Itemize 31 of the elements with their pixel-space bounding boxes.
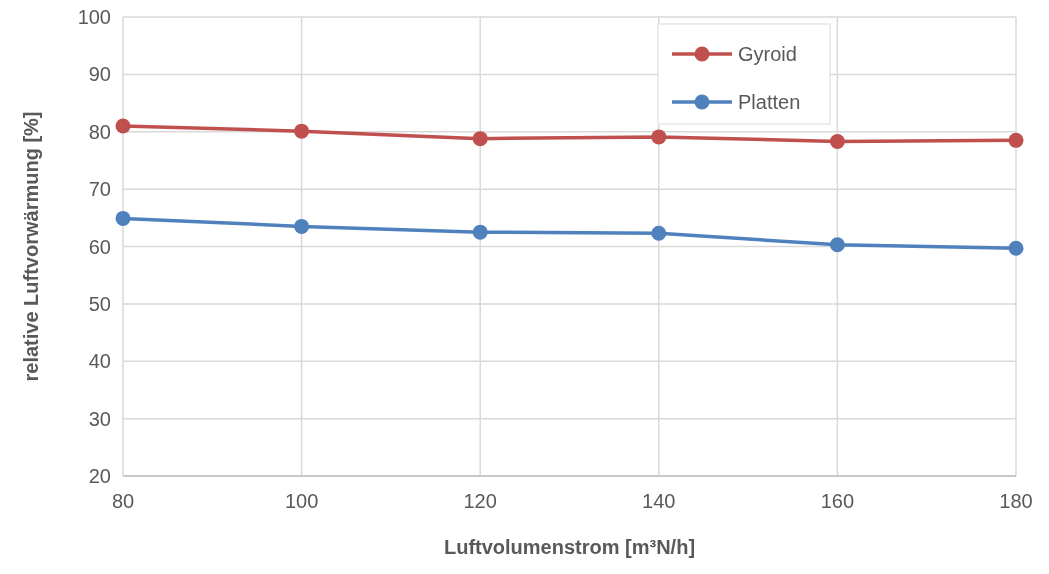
x-tick-label: 140	[642, 490, 676, 512]
point	[829, 237, 845, 253]
y-tick-label: 20	[88, 465, 111, 487]
point	[294, 123, 310, 139]
y-tick-label: 90	[88, 63, 111, 86]
point	[1008, 240, 1024, 256]
point	[1008, 132, 1024, 148]
point	[115, 210, 131, 226]
y-tick-label: 60	[88, 235, 111, 258]
x-tick-label: 160	[820, 490, 855, 512]
point	[651, 129, 667, 145]
y-tick-label: 80	[88, 120, 111, 143]
y-tick-label: 40	[88, 350, 111, 373]
legend-label: Platten	[738, 91, 801, 113]
x-tick-label: 100	[284, 490, 319, 512]
y-tick-label: 100	[77, 6, 111, 28]
y-axis-title: relative Luftvorwärmung [%]	[20, 111, 42, 382]
legend-label: Gyroid	[738, 43, 797, 65]
x-tick-label: 180	[999, 490, 1033, 512]
point	[829, 134, 845, 149]
point	[472, 131, 488, 147]
x-axis-title: Luftvolumenstrom [m³N/h]	[443, 536, 696, 558]
point	[651, 225, 667, 241]
point	[472, 224, 488, 240]
point	[294, 218, 310, 234]
y-tick-label: 70	[88, 178, 111, 201]
point	[115, 118, 131, 134]
x-tick-label: 80	[111, 490, 135, 512]
y-tick-label: 50	[88, 292, 111, 315]
x-tick-label: 120	[463, 490, 497, 512]
y-tick-label: 30	[88, 407, 111, 430]
